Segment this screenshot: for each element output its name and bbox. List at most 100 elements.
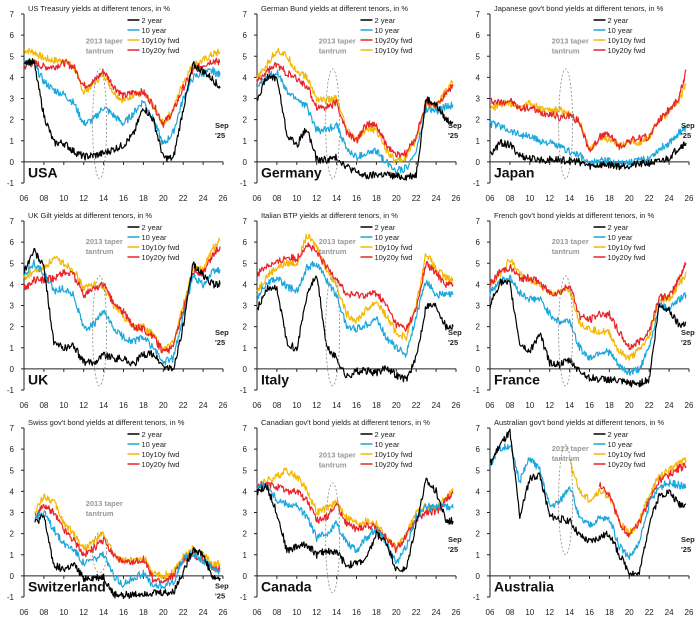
x-tick-label: 20 [392, 608, 401, 617]
y-tick-label: 3 [10, 509, 15, 518]
chart-panel-australia: -1 0 1 2 3 4 5 6 7 06 08 10 12 14 16 18 20 22 24 26 Australi… [466, 414, 699, 621]
x-tick-label: 08 [272, 608, 281, 617]
legend-label: 10y10y fwd [607, 36, 645, 45]
annotation-label: 2013 taper [86, 499, 123, 508]
end-date-label: '25 [448, 545, 458, 554]
series-line-10-year [23, 259, 221, 366]
y-tick-label: 2 [476, 530, 481, 539]
legend-label: 10y10y fwd [607, 243, 645, 252]
y-tick-label: 3 [243, 509, 248, 518]
y-tick-label: 4 [10, 487, 15, 496]
legend-label: 2 year [607, 16, 628, 25]
y-tick-label: 1 [10, 551, 15, 560]
annotation-label: 2013 taper [319, 237, 356, 246]
y-tick-label: 4 [10, 73, 15, 82]
legend-label: 10y20y fwd [607, 253, 645, 262]
y-tick-label: 3 [476, 509, 481, 518]
taper-tantrum-ellipse [325, 68, 341, 180]
x-tick-label: 10 [59, 608, 68, 617]
x-tick-label: 18 [372, 194, 381, 203]
x-tick-label: 14 [99, 401, 108, 410]
x-tick-label: 08 [39, 194, 48, 203]
x-tick-label: 26 [685, 194, 694, 203]
taper-tantrum-ellipse [325, 482, 341, 594]
annotation-label: 2013 taper [319, 37, 356, 46]
series-line-2-year [489, 428, 687, 576]
y-tick-label: 2 [243, 530, 248, 539]
y-tick-label: 5 [243, 52, 248, 61]
x-tick-label: 18 [372, 401, 381, 410]
y-tick-label: 4 [476, 73, 481, 82]
taper-tantrum-ellipse [92, 532, 108, 574]
end-date-label: Sep [215, 328, 229, 337]
x-tick-label: 16 [352, 194, 361, 203]
legend-label: 10y10y fwd [374, 450, 412, 459]
x-tick-label: 12 [545, 608, 554, 617]
x-tick-label: 16 [119, 401, 128, 410]
y-tick-label: 1 [243, 344, 248, 353]
series-line-10y20y-fwd [489, 262, 687, 351]
x-tick-label: 06 [253, 194, 262, 203]
legend-label: 10y20y fwd [141, 46, 179, 55]
y-tick-label: -1 [473, 179, 481, 188]
y-tick-label: 1 [476, 137, 481, 146]
country-label: Germany [261, 165, 322, 181]
country-label: USA [28, 165, 58, 181]
x-tick-label: 20 [159, 401, 168, 410]
x-tick-label: 22 [179, 401, 188, 410]
y-tick-label: 3 [476, 302, 481, 311]
y-tick-label: 2 [476, 323, 481, 332]
legend-label: 10 year [141, 440, 167, 449]
y-tick-label: -1 [240, 386, 248, 395]
y-tick-label: 6 [476, 31, 481, 40]
x-tick-label: 18 [605, 608, 614, 617]
y-tick-label: 6 [10, 445, 15, 454]
y-tick-label: 2 [476, 116, 481, 125]
x-tick-label: 06 [20, 194, 29, 203]
y-tick-label: 0 [476, 158, 481, 167]
y-tick-label: 0 [10, 158, 15, 167]
y-tick-label: 4 [243, 280, 248, 289]
y-tick-label: 4 [10, 280, 15, 289]
end-date-label: '25 [215, 131, 225, 140]
y-tick-label: 3 [243, 95, 248, 104]
x-tick-label: 16 [119, 194, 128, 203]
y-tick-label: 5 [476, 52, 481, 61]
x-tick-label: 18 [139, 194, 148, 203]
legend-label: 2 year [141, 430, 162, 439]
x-tick-label: 14 [99, 194, 108, 203]
y-tick-label: 7 [10, 424, 15, 433]
x-tick-label: 10 [525, 401, 534, 410]
y-tick-label: -1 [240, 179, 248, 188]
x-tick-label: 22 [412, 194, 421, 203]
x-tick-label: 10 [525, 194, 534, 203]
x-tick-label: 14 [332, 194, 341, 203]
chart-title: Swiss gov't bond yields at different ten… [28, 418, 185, 427]
annotation-label: 2013 taper [552, 237, 589, 246]
y-tick-label: 2 [243, 323, 248, 332]
y-tick-label: 2 [10, 530, 15, 539]
x-tick-label: 14 [99, 608, 108, 617]
y-tick-label: 6 [476, 445, 481, 454]
country-label: Switzerland [28, 579, 106, 595]
y-tick-label: 6 [243, 31, 248, 40]
country-label: UK [28, 372, 48, 388]
end-date-label: '25 [448, 338, 458, 347]
taper-tantrum-ellipse [558, 275, 574, 387]
y-tick-label: 4 [476, 487, 481, 496]
x-tick-label: 18 [605, 194, 614, 203]
annotation-label: tantrum [552, 454, 580, 463]
y-tick-label: 1 [243, 551, 248, 560]
annotation-label: 2013 taper [552, 444, 589, 453]
x-tick-label: 12 [79, 401, 88, 410]
chart-title: German Bund yields at different tenors, … [261, 4, 408, 13]
legend-label: 10 year [141, 233, 167, 242]
x-tick-label: 24 [665, 401, 674, 410]
annotation-label: tantrum [319, 47, 347, 56]
x-tick-label: 10 [525, 608, 534, 617]
